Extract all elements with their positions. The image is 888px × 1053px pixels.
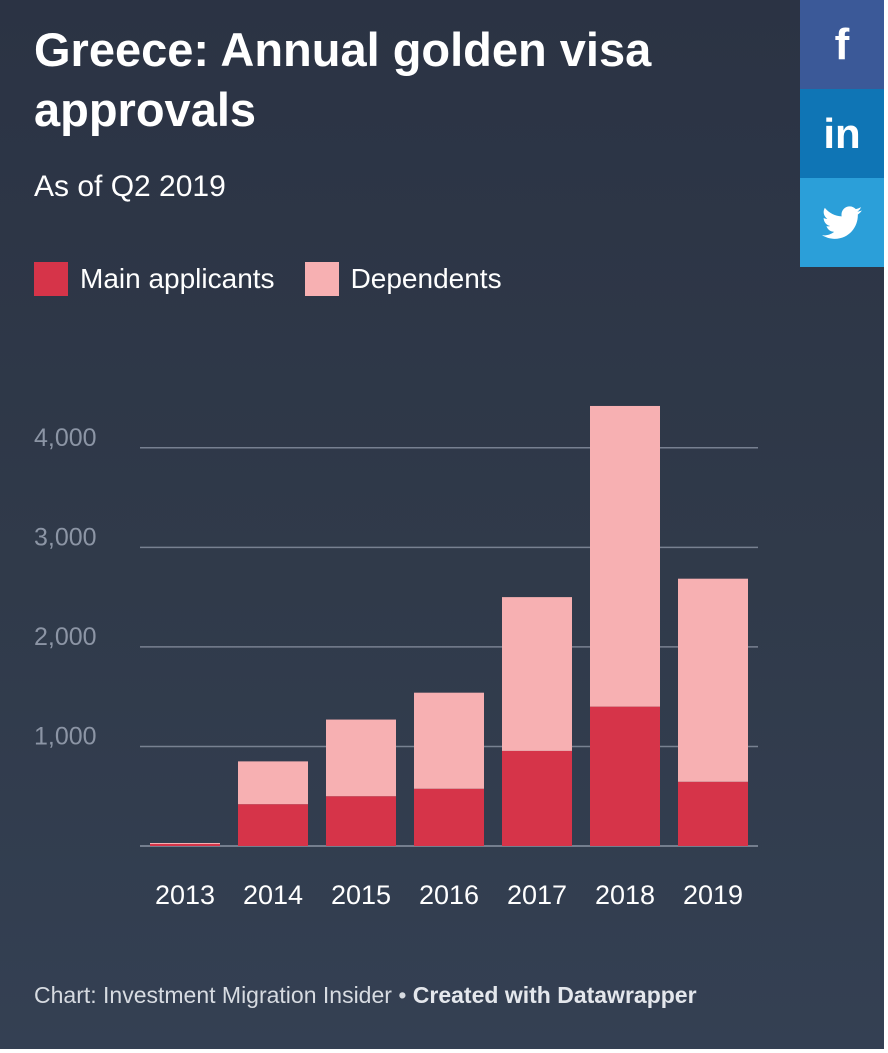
twitter-bird-icon [822, 205, 862, 239]
facebook-share-button[interactable]: f [800, 0, 884, 89]
x-tick-label: 2015 [331, 880, 391, 910]
y-tick-label: 4,000 [34, 424, 97, 452]
created-with-label: Created with [412, 982, 551, 1008]
datawrapper-link[interactable]: Datawrapper [557, 982, 697, 1008]
chart-footer: Chart: Investment Migration Insider • Cr… [34, 982, 697, 1009]
bar-segment [502, 750, 572, 846]
facebook-icon: f [834, 19, 850, 69]
x-tick-label: 2014 [243, 880, 303, 910]
bar-segment [678, 781, 748, 846]
bar-segment [678, 578, 748, 782]
bar-segment [590, 706, 660, 846]
twitter-share-button[interactable] [800, 178, 884, 267]
x-tick-label: 2018 [595, 880, 655, 910]
x-tick-label: 2013 [155, 880, 215, 910]
legend-item-dependents: Dependents [304, 262, 502, 296]
footer-separator: • [398, 982, 407, 1008]
share-bar: f in [800, 0, 884, 267]
x-tick-label: 2017 [507, 880, 567, 910]
legend-label-dependents: Dependents [350, 263, 502, 294]
legend-label-main-applicants: Main applicants [80, 263, 275, 294]
y-tick-label: 3,000 [34, 523, 97, 551]
bar-segment [238, 761, 308, 805]
x-tick-label: 2019 [683, 880, 743, 910]
linkedin-icon: in [823, 109, 861, 157]
bar-segment [414, 692, 484, 789]
legend-swatch-main-applicants [34, 262, 68, 296]
bar-segment [150, 843, 220, 845]
legend-swatch-dependents [304, 262, 339, 296]
y-tick-label: 1,000 [34, 722, 97, 750]
bar-segment [326, 719, 396, 797]
bar-segment [150, 844, 220, 846]
x-axis-labels: 2013 2014 2015 2016 2017 2018 2019 [155, 880, 743, 910]
source-credit: Chart: Investment Migration Insider [34, 982, 392, 1008]
x-tick-label: 2016 [419, 880, 479, 910]
chart-title: Greece: Annual golden visa approvals [34, 23, 652, 136]
linkedin-share-button[interactable]: in [800, 89, 884, 178]
y-tick-label: 2,000 [34, 623, 97, 651]
bar-segment [502, 597, 572, 751]
bar-segment [326, 796, 396, 846]
chart-subtitle: As of Q2 2019 [34, 170, 226, 203]
bar-segment [238, 804, 308, 846]
bar-segment [590, 405, 660, 707]
bar-segment [414, 788, 484, 846]
bars [150, 405, 748, 846]
legend-item-main-applicants: Main applicants [34, 262, 275, 296]
chart-legend: Main applicants Dependents [34, 262, 532, 296]
